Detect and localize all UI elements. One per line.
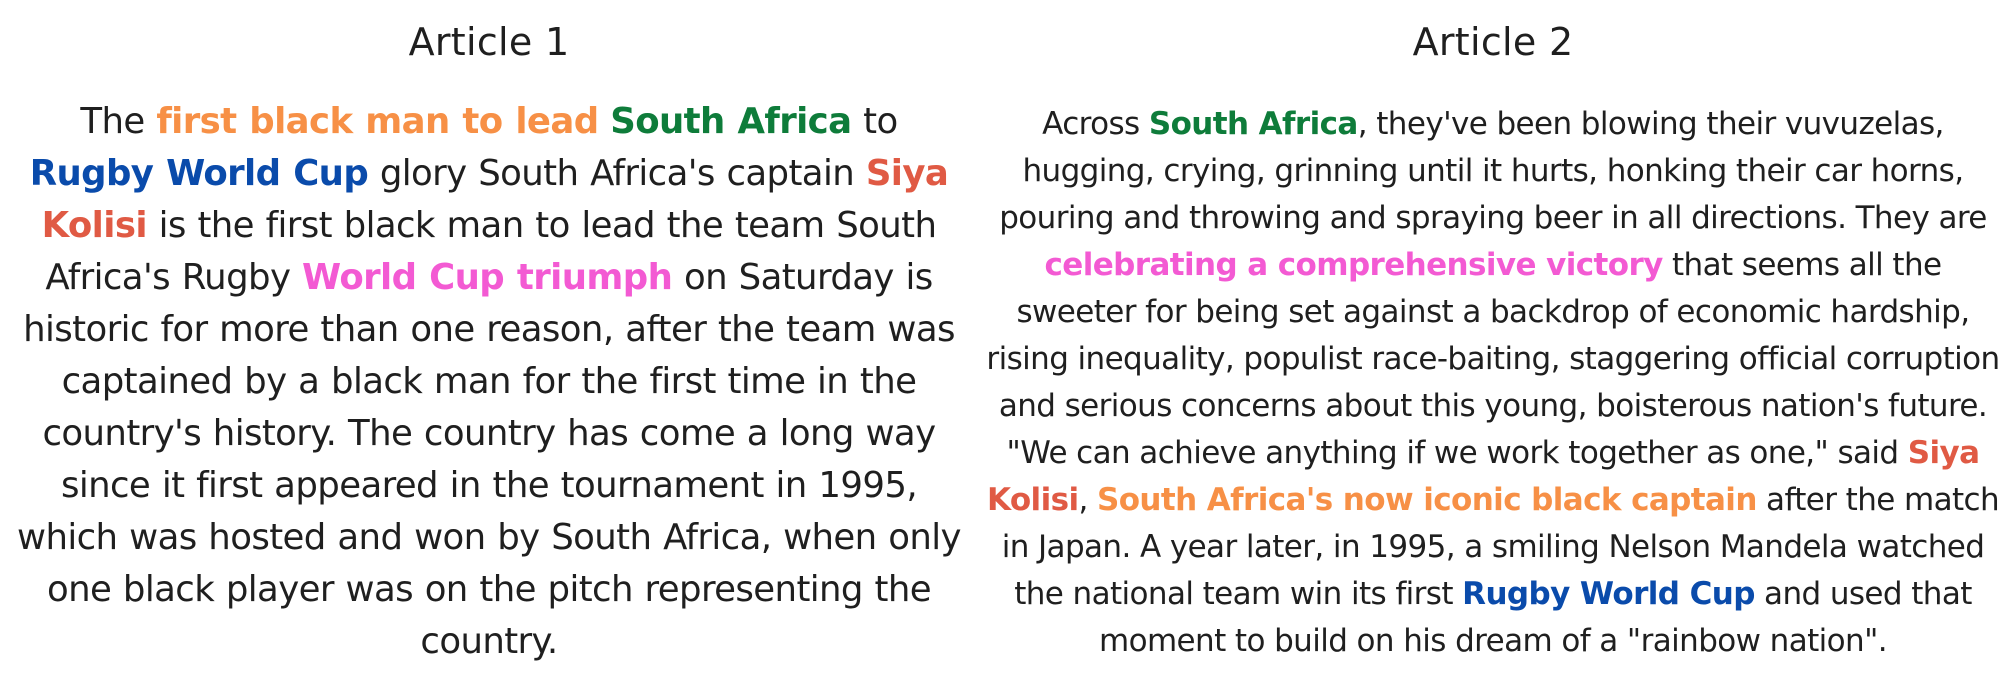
highlight-phrase: Rugby World Cup bbox=[1462, 576, 1755, 612]
highlight-phrase: Siya Kolisi bbox=[41, 153, 949, 246]
highlight-phrase: Siya Kolisi bbox=[986, 435, 1980, 518]
highlight-phrase: first black man to lead bbox=[156, 101, 599, 142]
highlight-phrase: World Cup triumph bbox=[302, 257, 673, 298]
article-2-body: Across South Africa, they've been blowin… bbox=[986, 106, 2000, 659]
highlight-phrase: South Africa bbox=[1148, 106, 1358, 142]
highlight-phrase: South Africa bbox=[610, 101, 852, 142]
article-1-title: Article 1 bbox=[408, 20, 570, 64]
article-2-title: Article 2 bbox=[1412, 20, 1574, 64]
highlight-phrase: celebrating a comprehensive victory bbox=[1044, 247, 1664, 283]
article-2: Article 2 Across South Africa, they've b… bbox=[985, 0, 2001, 665]
highlight-phrase: Rugby World Cup bbox=[29, 153, 369, 194]
highlight-phrase: South Africa's now iconic black captain bbox=[1097, 482, 1757, 518]
article-1-body: The first black man to lead South Africa… bbox=[17, 101, 962, 662]
article-1: Article 1 The first black man to lead So… bbox=[14, 0, 964, 668]
